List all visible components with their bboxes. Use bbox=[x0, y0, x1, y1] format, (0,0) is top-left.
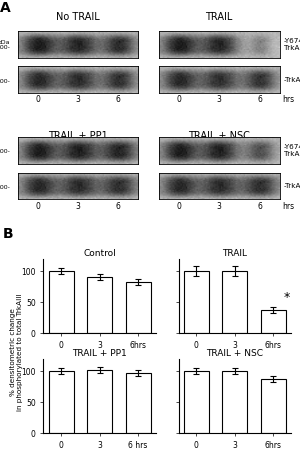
Text: No TRAIL: No TRAIL bbox=[56, 12, 100, 22]
Bar bbox=[222, 371, 248, 433]
Bar bbox=[184, 271, 209, 333]
Text: 3: 3 bbox=[217, 201, 222, 210]
Text: 6: 6 bbox=[257, 96, 262, 105]
Bar bbox=[49, 271, 74, 333]
Text: kDa: kDa bbox=[0, 40, 10, 45]
Text: 6: 6 bbox=[116, 96, 121, 105]
Text: TRAIL + PP1: TRAIL + PP1 bbox=[48, 131, 108, 141]
Text: -Y674/675p
TrkAIII: -Y674/675p TrkAIII bbox=[284, 37, 300, 51]
Text: hrs: hrs bbox=[283, 201, 295, 210]
Bar bbox=[261, 310, 286, 333]
Text: 6: 6 bbox=[116, 201, 121, 210]
Title: TRAIL + PP1: TRAIL + PP1 bbox=[72, 349, 127, 358]
Text: *: * bbox=[284, 291, 290, 304]
Text: -Y674/675p
TrkAIII: -Y674/675p TrkAIII bbox=[284, 144, 300, 157]
Text: 100-: 100- bbox=[0, 149, 10, 154]
Text: A: A bbox=[0, 0, 11, 15]
Bar bbox=[87, 277, 112, 333]
Bar bbox=[126, 373, 151, 433]
Text: hrs: hrs bbox=[283, 96, 295, 105]
Text: 0: 0 bbox=[176, 201, 181, 210]
Text: 3: 3 bbox=[217, 96, 222, 105]
Text: 0: 0 bbox=[176, 96, 181, 105]
Text: -TrkAIII: -TrkAIII bbox=[284, 183, 300, 189]
Text: TRAIL: TRAIL bbox=[206, 12, 233, 22]
Bar bbox=[184, 371, 209, 433]
Title: TRAIL + NSC: TRAIL + NSC bbox=[206, 349, 263, 358]
Bar bbox=[49, 371, 74, 433]
Text: 0: 0 bbox=[35, 96, 40, 105]
Title: Control: Control bbox=[83, 249, 116, 258]
Text: 100-: 100- bbox=[0, 79, 10, 84]
Text: 3: 3 bbox=[76, 96, 80, 105]
Text: B: B bbox=[3, 227, 13, 241]
Title: TRAIL: TRAIL bbox=[223, 249, 247, 258]
Bar bbox=[87, 370, 112, 433]
Text: 0: 0 bbox=[35, 201, 40, 210]
Text: % densitometric change
in phosphorylated to total TrkAIII: % densitometric change in phosphorylated… bbox=[10, 294, 23, 411]
Bar bbox=[126, 282, 151, 333]
Bar bbox=[261, 379, 286, 433]
Text: 6: 6 bbox=[257, 201, 262, 210]
Text: 3: 3 bbox=[76, 201, 80, 210]
Text: TRAIL + NSC: TRAIL + NSC bbox=[188, 131, 250, 141]
Text: -TrkAIII: -TrkAIII bbox=[284, 77, 300, 83]
Bar bbox=[222, 271, 248, 333]
Text: 100-: 100- bbox=[0, 45, 10, 50]
Text: 100-: 100- bbox=[0, 185, 10, 190]
